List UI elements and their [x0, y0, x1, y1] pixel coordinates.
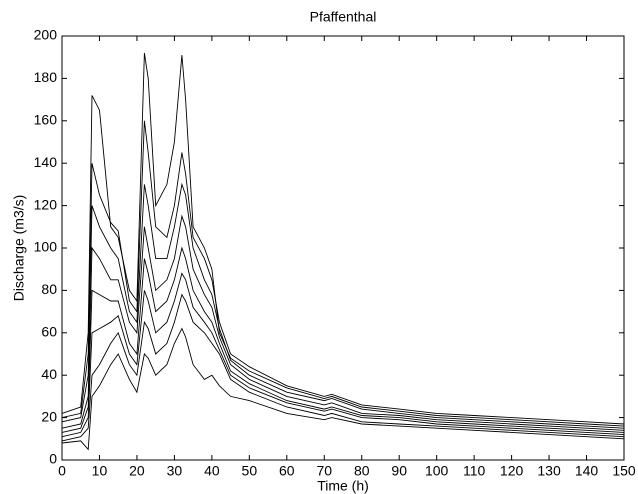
- x-tick-label: 40: [204, 463, 220, 479]
- series-line: [61, 272, 625, 438]
- x-axis-label: Time (h): [317, 478, 369, 494]
- series-line: [61, 293, 625, 442]
- y-tick-label: 140: [34, 154, 58, 170]
- x-tick-label: 110: [463, 463, 486, 479]
- y-tick-label: 160: [34, 112, 58, 128]
- series-line: [61, 327, 625, 451]
- y-tick-label: 100: [34, 239, 58, 255]
- x-tick-label: 80: [354, 463, 370, 479]
- x-tick-label: 140: [575, 463, 599, 479]
- series-line: [61, 52, 625, 427]
- x-tick-label: 120: [500, 463, 524, 479]
- y-tick-label: 20: [41, 408, 57, 424]
- x-tick-label: 0: [58, 463, 66, 479]
- x-tick-label: 10: [92, 463, 108, 479]
- x-tick-label: 20: [129, 463, 145, 479]
- series-line: [61, 246, 625, 433]
- y-tick-label: 60: [41, 324, 57, 340]
- x-tick-label: 30: [167, 463, 183, 479]
- chart-title: Pfaffenthal: [310, 9, 377, 25]
- x-tick-label: 60: [279, 463, 295, 479]
- x-tick-label: 150: [612, 463, 636, 479]
- series-line: [61, 120, 625, 425]
- x-tick-label: 130: [537, 463, 561, 479]
- y-tick-label: 200: [34, 27, 58, 43]
- y-tick-label: 40: [41, 366, 57, 382]
- y-tick-label: 0: [49, 451, 57, 467]
- x-tick-label: 70: [316, 463, 332, 479]
- x-tick-label: 50: [242, 463, 258, 479]
- x-tick-label: 100: [425, 463, 449, 479]
- y-axis-label: Discharge (m3/s): [11, 195, 27, 302]
- x-tick-label: 90: [391, 463, 407, 479]
- y-tick-label: 80: [41, 281, 57, 297]
- series-line: [61, 214, 625, 431]
- y-tick-label: 180: [34, 69, 58, 85]
- series-line: [61, 182, 625, 429]
- y-tick-label: 120: [34, 196, 58, 212]
